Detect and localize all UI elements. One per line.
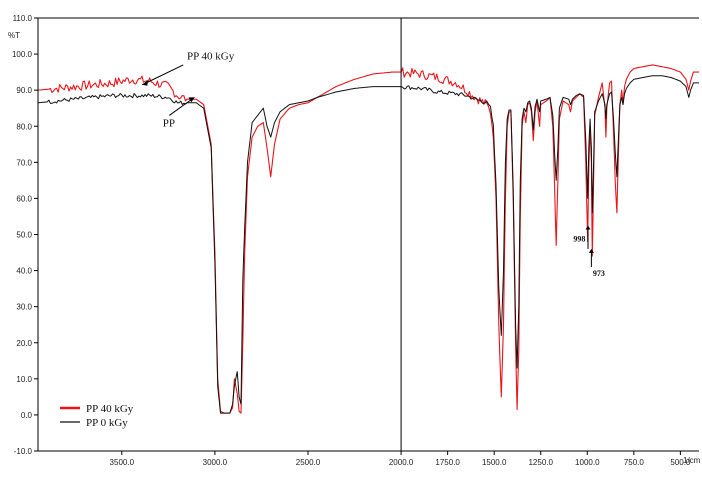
legend-label: PP 40 kGy bbox=[86, 403, 134, 415]
y-tick-label: 110.0 bbox=[13, 14, 33, 23]
legend-label: PP 0 kGy bbox=[86, 417, 128, 429]
x-axis-label: 1/cm bbox=[683, 456, 701, 465]
x-tick-label: 1000.0 bbox=[575, 458, 600, 467]
y-tick-label: 20.0 bbox=[16, 339, 32, 348]
x-tick-label: 3000.0 bbox=[203, 458, 228, 467]
arrow-head bbox=[142, 79, 149, 86]
series-layer bbox=[37, 64, 699, 414]
tick-layer: -10.0 0.0 10.0 20.0 30.0 40.0 50.0 60.0 70.0 80.0… bbox=[12, 14, 691, 467]
x-tick-label: 1500.0 bbox=[482, 458, 507, 467]
arrow-head bbox=[588, 248, 594, 253]
x-tick-label: 750.0 bbox=[624, 458, 645, 467]
annotation-arrow bbox=[142, 64, 184, 86]
y-tick-label: 100.0 bbox=[12, 50, 33, 59]
x-tick-label: 500.0 bbox=[670, 458, 691, 467]
y-tick-label: 30.0 bbox=[16, 303, 32, 312]
y-tick-label: 90.0 bbox=[16, 86, 32, 95]
y-axis-label: %T bbox=[8, 31, 20, 40]
series-line bbox=[37, 75, 699, 414]
annotation-pp-40kgy: PP 40 kGy bbox=[187, 50, 235, 62]
arrow-head bbox=[188, 97, 195, 103]
annotation-layer: PP 40 kGy PP 998 973 bbox=[142, 50, 605, 278]
y-tick-label: 70.0 bbox=[16, 158, 32, 167]
legend: PP 40 kGy PP 0 kGy bbox=[60, 403, 134, 429]
annotation-973: 973 bbox=[593, 269, 605, 278]
y-tick-label: 40.0 bbox=[16, 267, 32, 276]
plot-frame bbox=[37, 17, 699, 452]
x-tick-label: 2000.0 bbox=[389, 458, 414, 467]
annotation-pp: PP bbox=[163, 117, 175, 129]
x-tick-label: 2500.0 bbox=[296, 458, 321, 467]
x-tick-label: 1250.0 bbox=[528, 458, 553, 467]
series-line bbox=[37, 64, 699, 414]
y-tick-label: 80.0 bbox=[16, 122, 32, 131]
y-tick-label: 10.0 bbox=[16, 375, 32, 384]
x-tick-label: 1750.0 bbox=[435, 458, 460, 467]
y-tick-label: 0.0 bbox=[21, 411, 33, 420]
x-tick-label: 3500.0 bbox=[110, 458, 135, 467]
annotation-998: 998 bbox=[573, 235, 585, 244]
arrow-head bbox=[585, 225, 591, 230]
y-tick-label: -10.0 bbox=[14, 447, 33, 456]
y-tick-label: 60.0 bbox=[16, 194, 32, 203]
y-tick-label: 50.0 bbox=[16, 231, 32, 240]
